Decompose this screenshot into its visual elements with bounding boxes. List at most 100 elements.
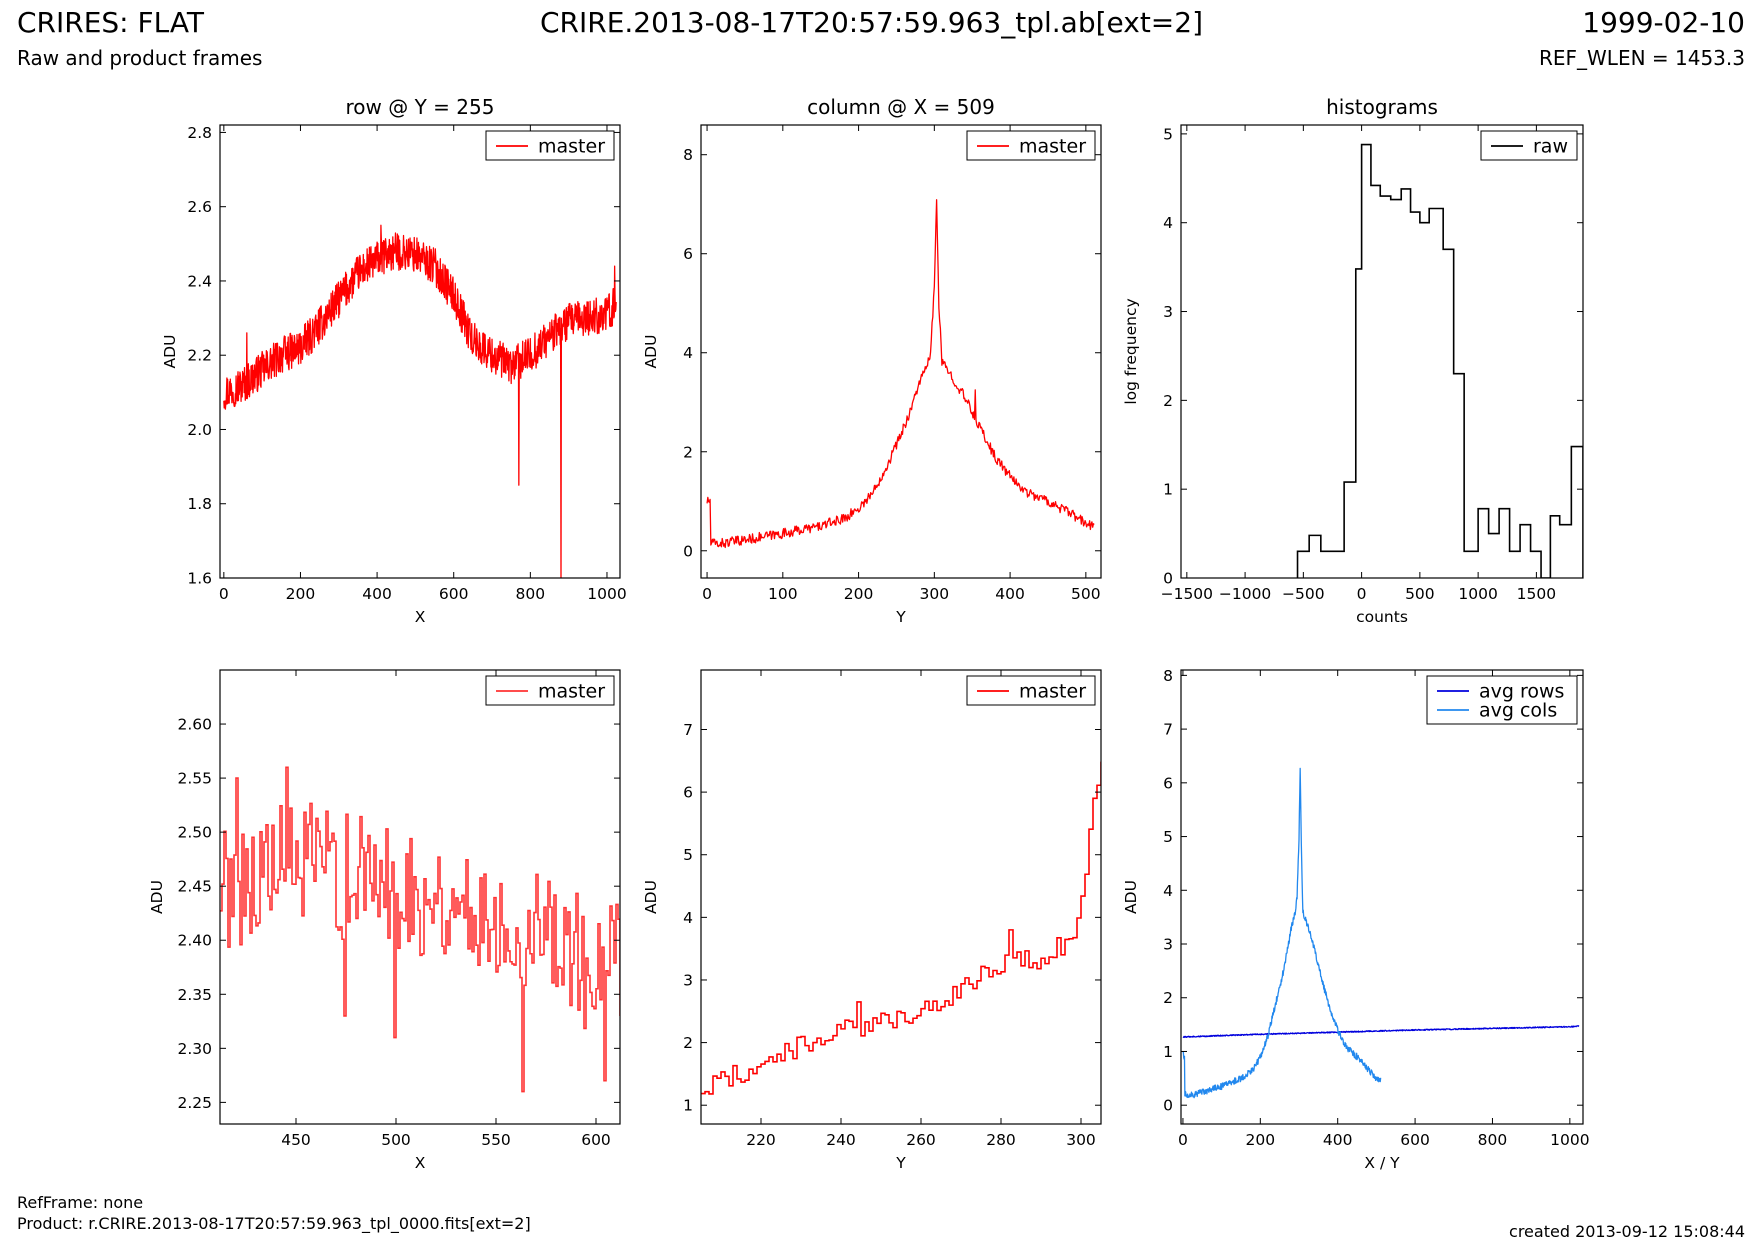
- y-tick-label: 3: [1163, 936, 1173, 954]
- ref-frame-label: RefFrame: none: [17, 1193, 144, 1212]
- y-tick-label: 2: [683, 1034, 693, 1052]
- x-tick-label: 0: [1178, 1131, 1188, 1149]
- y-tick-label: 4: [683, 344, 693, 362]
- chart-panel-2: 0 100 200 300 400 500 0 2 4 6 8 column @ X = 509 Y AD…: [642, 95, 1102, 626]
- x-tick-label: 280: [986, 1131, 1016, 1149]
- x-tick-label: 400: [362, 585, 392, 603]
- x-tick-label: 400: [995, 585, 1025, 603]
- y-tick-label: 0: [1163, 570, 1173, 588]
- x-tick-label: 600: [1400, 1131, 1430, 1149]
- x-axis-label: Y: [895, 1154, 906, 1172]
- x-tick-label: 260: [906, 1131, 936, 1149]
- legend: master: [966, 675, 1096, 706]
- y-tick-label: 2.25: [177, 1094, 212, 1112]
- figure-title: CRIRES: FLAT: [17, 6, 204, 39]
- series-line-raw: [1296, 143, 1583, 578]
- legend-entry: raw: [1533, 136, 1568, 158]
- x-axis-label: Y: [895, 608, 906, 626]
- x-tick-label: −1500: [1161, 585, 1213, 603]
- y-tick-label: 4: [1163, 882, 1173, 900]
- chart-title: row @ Y = 255: [346, 95, 495, 119]
- series-line-master: [220, 766, 620, 1093]
- x-tick-label: 800: [1478, 1131, 1508, 1149]
- legend: master: [485, 130, 615, 161]
- y-tick-label: 4: [683, 909, 693, 927]
- y-tick-label: 2.8: [187, 124, 212, 142]
- chart-panel-5: 220 240 260 280 300 1 2 3 4 5 6 7 Y ADU master: [642, 669, 1102, 1172]
- legend: master: [485, 675, 615, 706]
- y-tick-label: 5: [1163, 828, 1173, 846]
- chart-panel-6: 0 200 400 600 800 1000 0 1 2 3 4 5 6 7 8 X / Y ADU avg ro…: [1122, 667, 1590, 1172]
- chart-title: histograms: [1326, 95, 1438, 119]
- date-title: 1999-02-10: [1582, 6, 1745, 39]
- legend-entry: master: [538, 681, 605, 703]
- plot-frame: [219, 124, 621, 579]
- x-tick-label: 240: [826, 1131, 856, 1149]
- x-tick-label: 300: [1066, 1131, 1096, 1149]
- y-tick-label: 3: [1163, 303, 1173, 321]
- y-tick-label: 7: [683, 721, 693, 739]
- x-tick-label: 450: [281, 1131, 311, 1149]
- figure-subtitle: Raw and product frames: [17, 46, 263, 70]
- y-tick-label: 2: [1163, 989, 1173, 1007]
- x-axis-label: X / Y: [1364, 1154, 1400, 1172]
- x-tick-label: 400: [1323, 1131, 1353, 1149]
- chart-title: column @ X = 509: [807, 95, 995, 119]
- y-tick-label: 4: [1163, 214, 1173, 232]
- x-axis-label: X: [415, 1154, 426, 1172]
- series-line-avg-cols: [1182, 767, 1382, 1099]
- x-tick-label: 1000: [587, 585, 626, 603]
- x-axis-label: counts: [1356, 608, 1408, 626]
- y-axis-label: ADU: [161, 335, 179, 369]
- created-timestamp: created 2013-09-12 15:08:44: [1509, 1222, 1745, 1241]
- y-tick-label: 2.50: [177, 824, 212, 842]
- x-tick-label: 500: [1405, 585, 1435, 603]
- y-tick-label: 1.6: [187, 570, 212, 588]
- y-axis-label: ADU: [148, 880, 166, 914]
- series-line-master: [223, 224, 617, 578]
- legend-entry: master: [538, 136, 605, 158]
- legend-entry: avg cols: [1479, 700, 1557, 722]
- plot-frame: [700, 124, 1102, 579]
- plot-frame: [1180, 124, 1584, 579]
- y-tick-label: 7: [1163, 721, 1173, 739]
- x-tick-label: 500: [381, 1131, 411, 1149]
- legend-entry: avg rows: [1479, 681, 1564, 703]
- series-line-master: [701, 761, 1101, 1095]
- y-tick-label: 2.45: [177, 878, 212, 896]
- y-tick-label: 2.30: [177, 1040, 212, 1058]
- x-tick-label: 550: [481, 1131, 511, 1149]
- legend: master: [966, 130, 1096, 161]
- y-axis-label: ADU: [642, 880, 660, 914]
- y-tick-label: 2: [1163, 392, 1173, 410]
- y-tick-label: 5: [1163, 125, 1173, 143]
- y-axis-label: ADU: [642, 335, 660, 369]
- plot-frame: [700, 669, 1102, 1125]
- y-tick-label: 2.6: [187, 198, 212, 216]
- y-axis-label: log frequency: [1122, 298, 1140, 404]
- series-line-master: [706, 199, 1095, 549]
- x-tick-label: 100: [768, 585, 798, 603]
- y-tick-label: 6: [1163, 774, 1173, 792]
- x-tick-label: 1000: [1550, 1131, 1589, 1149]
- chart-panel-1: 0 200 400 600 800 1000 1.6 1.8 2.0 2.2 2.4 2.6 2.8 ro…: [161, 95, 627, 626]
- x-tick-label: 200: [286, 585, 316, 603]
- plot-frame: [1180, 669, 1584, 1125]
- x-tick-label: 200: [1246, 1131, 1276, 1149]
- y-tick-label: 3: [683, 971, 693, 989]
- series-line-avg-rows: [1182, 1025, 1580, 1039]
- y-tick-label: 2.0: [187, 421, 212, 439]
- product-label: Product: r.CRIRE.2013-08-17T20:57:59.963…: [17, 1214, 531, 1233]
- y-tick-label: 2.60: [177, 716, 212, 734]
- x-tick-label: −1000: [1219, 585, 1271, 603]
- y-tick-label: 2.2: [187, 347, 212, 365]
- x-tick-label: 1500: [1517, 585, 1556, 603]
- x-tick-label: 0: [1357, 585, 1367, 603]
- y-tick-label: 1: [1163, 1043, 1173, 1061]
- chart-panel-4: 450 500 550 600 2.25 2.30 2.35 2.40 2.45 2.50 2.55…: [148, 669, 621, 1172]
- y-tick-label: 2.35: [177, 986, 212, 1004]
- x-tick-label: 0: [219, 585, 229, 603]
- y-tick-label: 5: [683, 846, 693, 864]
